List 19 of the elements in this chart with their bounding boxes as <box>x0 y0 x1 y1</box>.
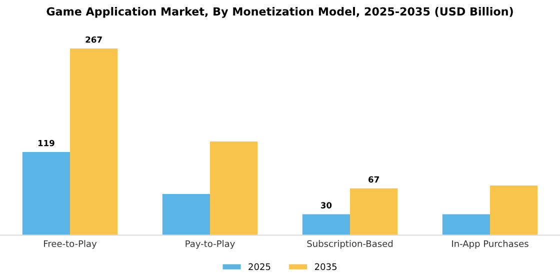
bar <box>210 142 258 236</box>
legend-label: 2035 <box>314 263 336 270</box>
bar <box>302 214 350 236</box>
bar <box>350 188 398 236</box>
x-tick-label: Free-to-Play <box>44 240 97 249</box>
data-label: 267 <box>86 36 102 43</box>
bar <box>442 214 490 236</box>
x-tick-label: Subscription-Based <box>307 240 393 249</box>
data-label: 119 <box>38 140 54 146</box>
x-tick-label: In-App Purchases <box>452 240 528 249</box>
bar <box>22 152 70 236</box>
bar <box>490 186 538 236</box>
chart-title: Game Application Market, By Monetization Model, 2025-2035 (USD Billion) <box>46 7 513 18</box>
x-tick-label: Pay-to-Play <box>186 240 235 249</box>
bar <box>70 48 118 236</box>
bar <box>162 194 210 236</box>
data-label: 30 <box>320 202 332 208</box>
legend-label: 2025 <box>248 263 270 270</box>
data-label: 67 <box>368 176 379 183</box>
